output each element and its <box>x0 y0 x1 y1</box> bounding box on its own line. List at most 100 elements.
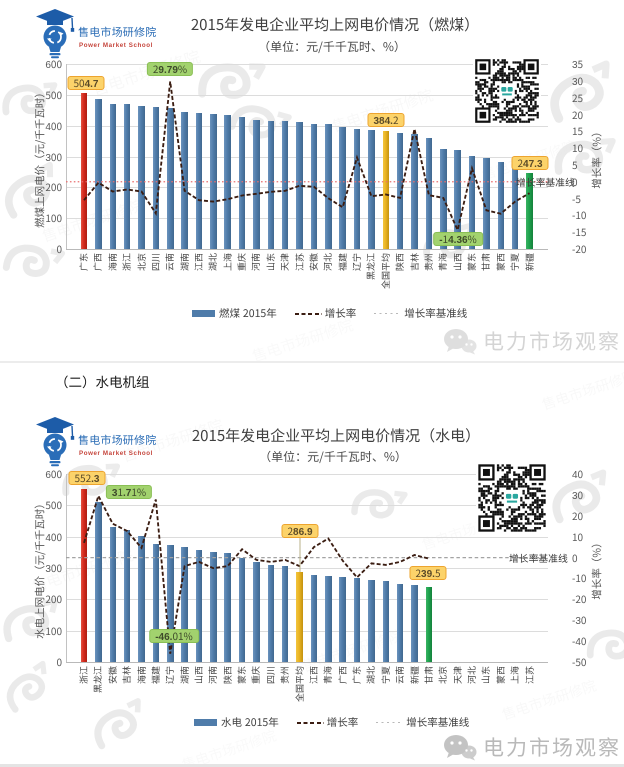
y2-axis-tick-label: 0 <box>572 549 578 565</box>
wechat-icon <box>443 328 477 355</box>
category-label: 新疆 <box>407 666 421 685</box>
coal-logo: 售电市场研修院 Power Market School <box>28 6 163 59</box>
bar-陕西 <box>224 553 231 662</box>
qr-pattern <box>476 462 548 534</box>
category-label: 广东 <box>77 253 90 272</box>
category-label: 青海 <box>321 666 335 685</box>
bar-河南 <box>210 552 217 662</box>
bar-吉林 <box>411 134 418 249</box>
category-label: 全国平均 <box>292 666 306 703</box>
watermark-doodle <box>2 660 54 717</box>
category-label: 云南 <box>393 666 407 685</box>
data-callout: -46.01% <box>149 629 199 643</box>
bar-海南 <box>138 536 145 662</box>
bar-重庆 <box>253 562 260 662</box>
y2-axis-tick-label: -5 <box>572 190 581 206</box>
coal-legend: 燃煤 2015年 增长率 增长率基准线 <box>192 306 467 321</box>
category-label: 云南 <box>163 253 177 272</box>
y2-axis-tick-label: 20 <box>572 507 584 523</box>
bar-湖北 <box>368 579 375 662</box>
y2-axis-tick-label: 5 <box>572 156 578 172</box>
y-axis-tick-label: 0 <box>56 654 62 669</box>
bar-云南 <box>167 108 174 249</box>
bar-黑龙江 <box>368 130 375 249</box>
y-axis-tick-label: 600 <box>45 466 62 481</box>
legend-bar-swatch <box>194 719 217 726</box>
y2-axis-tick-label: 35 <box>572 56 584 71</box>
y2-axis-tick-label: 25 <box>572 89 584 105</box>
y2-axis-title: 增长率（%） <box>589 537 605 600</box>
bar-青海 <box>325 575 332 662</box>
bar-江苏 <box>296 122 303 249</box>
category-label: 湖北 <box>206 253 220 272</box>
wechat-logo-icon <box>444 328 477 354</box>
category-label: 山东 <box>479 666 493 685</box>
y2-axis-tick-label: 30 <box>572 72 584 88</box>
bar-广东 <box>353 577 361 662</box>
logo-bulb-icon <box>36 417 75 467</box>
logo-name-en: Power Market School <box>79 40 153 49</box>
bar-陕西 <box>396 133 404 249</box>
gridline <box>66 64 548 65</box>
wechat-logo-icon <box>444 734 477 760</box>
category-label: 辽宁 <box>350 253 363 272</box>
category-label: 江西 <box>306 666 320 685</box>
category-label: 江西 <box>192 253 205 272</box>
category-label: 吉林 <box>407 253 421 272</box>
category-label: 江苏 <box>292 253 306 272</box>
category-label: 贵州 <box>421 253 435 272</box>
legend-bar-label: 燃煤 2015年 <box>219 306 277 321</box>
category-label: 广东 <box>350 666 363 685</box>
y-axis-title: 燃煤上网电价（元/千千瓦时） <box>32 86 48 228</box>
watermark-doodle <box>196 52 266 116</box>
category-label: 湖南 <box>177 666 191 685</box>
x-axis-line <box>66 662 548 663</box>
y2-axis-tick-label: 15 <box>572 123 584 139</box>
y-axis-title: 水电上网电价（元/千千瓦时） <box>32 498 48 639</box>
data-callout: 31.71% <box>105 485 153 499</box>
legend-line-label: 增长率 <box>324 306 357 321</box>
y-axis-tick-label: 500 <box>45 86 62 102</box>
category-label: 浙江 <box>120 253 134 272</box>
bar-甘肃 <box>483 157 490 249</box>
data-callout: 29.79% <box>146 62 194 76</box>
bar-四川 <box>267 565 275 662</box>
y-axis-tick-label: 300 <box>45 148 62 164</box>
y-axis-tick-label: 200 <box>45 591 62 607</box>
hydro-chart-title: 2015年发电企业平均上网电价情况（水电） <box>191 425 481 446</box>
category-label: 重庆 <box>249 666 263 685</box>
legend-line-swatch <box>296 721 324 724</box>
watermark-doodle-icon <box>198 63 266 99</box>
legend-bar-label: 水电 2015年 <box>221 715 279 730</box>
y2-axis-title: 增长率（%） <box>589 125 605 189</box>
y2-axis-tick-label: -10 <box>572 207 587 223</box>
data-callout: 247.3 <box>511 156 549 170</box>
y-axis-tick-label: 600 <box>45 56 62 71</box>
legend-baseline-swatch <box>376 721 404 724</box>
category-label: 黑龙江 <box>364 253 378 281</box>
bar-吉林 <box>123 530 131 662</box>
legend-line-swatch <box>294 312 322 315</box>
y2-axis-tick-label: 40 <box>572 466 584 481</box>
category-label: 河南 <box>249 253 263 272</box>
category-label: 广西 <box>335 666 349 685</box>
y2-axis-tick-label: 0 <box>572 173 578 189</box>
category-label: 河北 <box>321 253 335 272</box>
category-label: 辽宁 <box>163 666 177 685</box>
bar-天津 <box>281 121 289 249</box>
legend-bar-swatch <box>192 310 215 317</box>
bar-辽宁 <box>167 544 174 662</box>
y2-axis-tick-label: 10 <box>572 140 584 156</box>
bar-蒙西 <box>497 162 504 249</box>
logo-bulb-icon <box>36 9 75 59</box>
y2-axis-tick-label: -30 <box>572 612 587 628</box>
bar-河南 <box>253 120 260 249</box>
category-label: 四川 <box>148 253 162 272</box>
bar-四川 <box>152 106 160 249</box>
category-label: 天津 <box>278 253 292 272</box>
category-label: 蒙西 <box>493 253 507 272</box>
coal-chart-subtitle: （单位：元/千千瓦时、%） <box>258 38 406 55</box>
category-label: 全国平均 <box>378 253 392 290</box>
category-label: 宁夏 <box>378 666 392 685</box>
baseline-annotation: 增长率基准线 <box>509 550 568 565</box>
